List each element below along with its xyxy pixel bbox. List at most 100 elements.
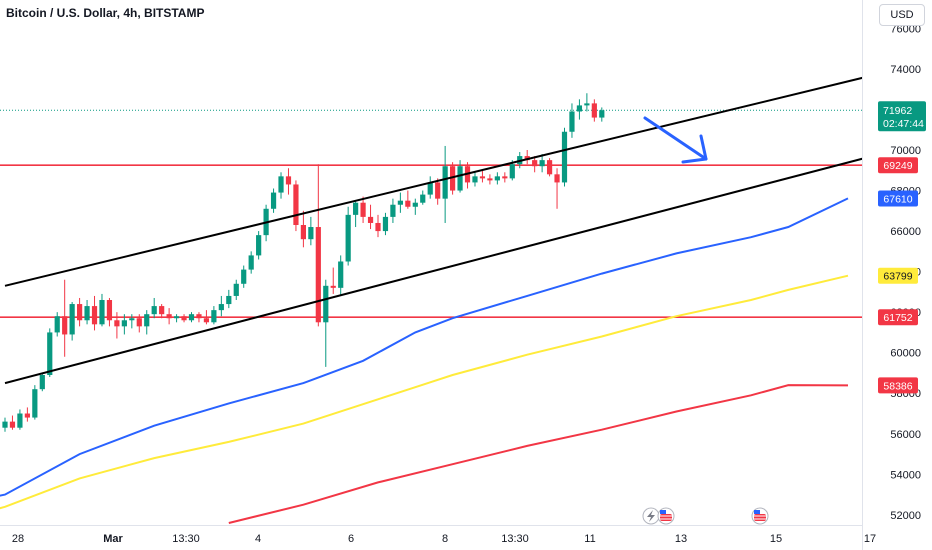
time-tick-label: 4 xyxy=(255,533,261,545)
price-tag: 67610 xyxy=(878,190,918,207)
candle xyxy=(599,107,605,122)
candle xyxy=(39,372,45,392)
candle-body xyxy=(173,316,180,319)
candle xyxy=(420,190,426,205)
time-tick-label: 15 xyxy=(770,533,782,545)
candle xyxy=(203,310,210,325)
candle-body xyxy=(188,314,195,321)
trend-channel-line xyxy=(4,76,862,287)
candle-body xyxy=(338,261,344,288)
candle xyxy=(226,289,232,309)
time-tick-label: 13 xyxy=(675,533,687,545)
candle xyxy=(17,409,23,430)
candle-body xyxy=(136,318,142,327)
candle-body xyxy=(591,103,597,118)
time-tick-label: 8 xyxy=(442,533,448,545)
candle-body xyxy=(2,421,8,428)
candle xyxy=(129,314,135,329)
arrow-head xyxy=(681,134,708,164)
candle-body xyxy=(345,214,351,262)
us-flag-event-icon[interactable] xyxy=(751,507,769,525)
candle xyxy=(188,312,195,323)
candle-body xyxy=(360,202,366,217)
candle xyxy=(241,265,247,288)
price-tag: 69249 xyxy=(878,157,918,174)
candle-body xyxy=(69,304,75,335)
candle xyxy=(569,103,575,138)
candle-body xyxy=(32,389,38,418)
candle-body xyxy=(106,300,113,321)
candle xyxy=(367,204,374,230)
candle-body xyxy=(367,216,374,223)
price-tag-label: 67610 xyxy=(883,193,912,205)
bar-countdown-label: 02:47:44 xyxy=(883,118,924,130)
candle xyxy=(196,312,202,323)
candle xyxy=(546,158,553,177)
price-tag-label: 69249 xyxy=(883,160,912,172)
candle xyxy=(159,304,165,319)
candle xyxy=(412,198,418,215)
candle-body xyxy=(203,318,210,323)
candle-body xyxy=(151,306,157,315)
candle-body xyxy=(218,304,224,311)
current-price-label: 71962 xyxy=(883,105,912,117)
candle-body xyxy=(159,306,165,315)
candle-body xyxy=(181,316,187,321)
currency-button[interactable]: USD xyxy=(879,4,925,26)
candle-body xyxy=(278,176,284,193)
price-tick-label: 70000 xyxy=(890,145,921,157)
candle xyxy=(248,251,254,274)
candle xyxy=(345,206,351,266)
candle xyxy=(479,170,486,183)
candle xyxy=(353,200,359,228)
candle-body xyxy=(502,176,508,179)
candle xyxy=(435,178,441,205)
candle-body xyxy=(412,202,418,207)
candle-body xyxy=(479,176,486,179)
time-tick-label: 13:30 xyxy=(501,533,529,545)
price-tag: 58386 xyxy=(878,377,918,394)
candle xyxy=(181,314,187,323)
candle xyxy=(106,297,113,327)
candle-body xyxy=(450,166,456,191)
candle-body xyxy=(561,131,568,183)
price-tick-label: 56000 xyxy=(890,429,921,441)
candle xyxy=(330,267,336,294)
moving-average-line xyxy=(228,384,849,524)
candle-body xyxy=(420,194,426,203)
candle-body xyxy=(129,318,135,321)
candle-body xyxy=(99,300,105,325)
candle-body xyxy=(487,178,493,181)
candle xyxy=(293,180,299,232)
candle-body xyxy=(17,413,23,428)
candle xyxy=(256,231,262,260)
us-flag-event-icon[interactable] xyxy=(657,507,675,525)
price-tick-label: 66000 xyxy=(890,226,921,238)
candle-body xyxy=(442,166,448,199)
forecast-arrow xyxy=(643,116,708,164)
candle xyxy=(338,255,344,296)
candle xyxy=(427,176,433,199)
price-tick-label: 60000 xyxy=(890,348,921,360)
candle-body xyxy=(390,204,396,217)
candle xyxy=(554,168,560,209)
plot-area xyxy=(0,76,862,524)
candle xyxy=(323,279,329,367)
dividend-event-icon[interactable] xyxy=(642,507,660,525)
candle xyxy=(121,314,127,335)
candle xyxy=(69,302,75,341)
candle xyxy=(405,190,411,209)
chart-title: Bitcoin / U.S. Dollar, 4h, BITSTAMP xyxy=(6,6,205,20)
candle xyxy=(166,308,172,325)
candle xyxy=(24,407,30,422)
candle xyxy=(442,145,448,223)
candle xyxy=(464,162,471,189)
candle-body xyxy=(532,160,538,167)
candle xyxy=(285,168,292,195)
candle-body xyxy=(457,166,463,191)
candle xyxy=(218,295,224,317)
candle-body xyxy=(509,164,515,179)
candle-body xyxy=(84,306,90,321)
